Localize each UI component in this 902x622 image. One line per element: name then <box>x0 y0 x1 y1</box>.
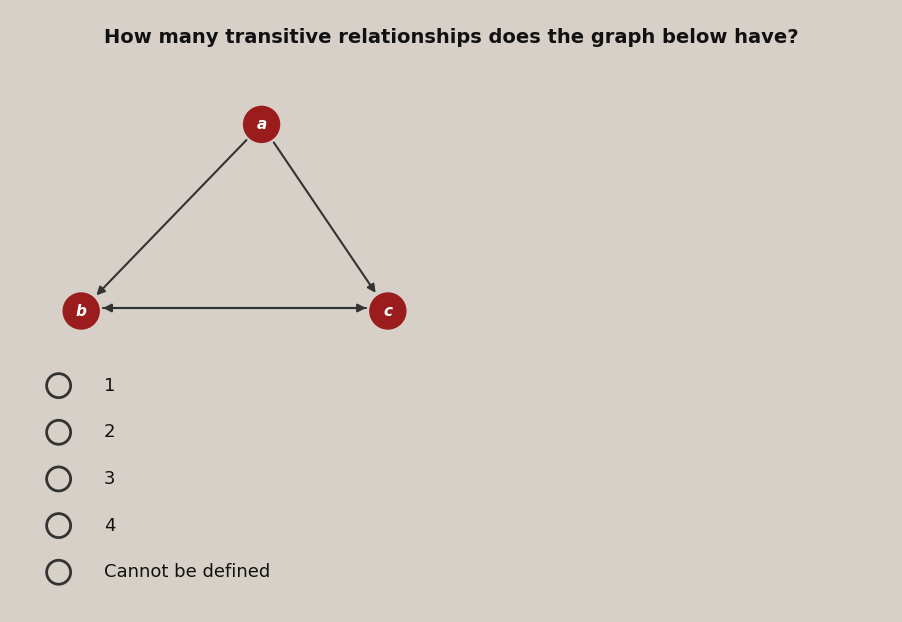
Circle shape <box>370 293 406 329</box>
Text: How many transitive relationships does the graph below have?: How many transitive relationships does t… <box>104 28 798 47</box>
Text: Cannot be defined: Cannot be defined <box>104 564 270 581</box>
Text: 1: 1 <box>104 377 115 394</box>
Text: 4: 4 <box>104 517 115 534</box>
Text: 2: 2 <box>104 424 115 441</box>
Text: c: c <box>383 304 392 318</box>
Text: a: a <box>256 117 267 132</box>
Text: b: b <box>76 304 87 318</box>
Text: 3: 3 <box>104 470 115 488</box>
Circle shape <box>63 293 99 329</box>
Circle shape <box>244 106 280 142</box>
